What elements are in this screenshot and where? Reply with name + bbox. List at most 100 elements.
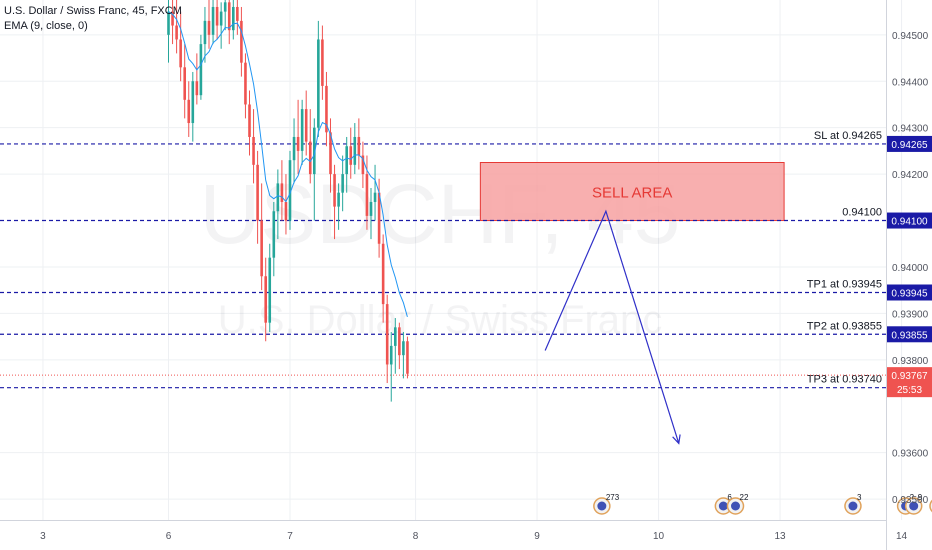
x-tick-label: 6 <box>166 531 172 542</box>
candle-body <box>191 81 195 124</box>
candle-body <box>187 99 191 124</box>
candle-body <box>345 146 348 175</box>
candle-body <box>219 11 223 26</box>
candle-body <box>321 39 324 86</box>
ema-path <box>168 11 408 318</box>
level-badge-value: 0.93945 <box>891 289 928 300</box>
candle-body <box>244 62 247 105</box>
candle-body <box>369 201 373 216</box>
ema-indicator-label[interactable]: EMA (9, close, 0) <box>4 20 88 32</box>
last-price-value: 0.93767 <box>891 371 928 382</box>
candle-body <box>406 341 409 374</box>
y-tick-label: 0.93800 <box>892 356 929 367</box>
grid <box>0 0 903 520</box>
candle-body <box>398 327 401 356</box>
candle-body <box>175 25 178 40</box>
candle-body <box>252 136 255 165</box>
candle-body <box>329 132 332 175</box>
sell-area-zone[interactable]: SELL AREA <box>479 162 785 222</box>
candle-body <box>365 174 369 216</box>
level-badge-value: 0.94100 <box>891 217 928 228</box>
x-tick-label: 7 <box>287 531 293 542</box>
candle-body <box>248 104 251 137</box>
candle-body <box>353 136 357 165</box>
candle-body <box>183 67 186 100</box>
candle-body <box>207 20 211 35</box>
x-tick-label: 3 <box>40 531 46 542</box>
event-count: 6 <box>727 493 732 502</box>
level-badge <box>887 326 932 343</box>
forecast-arrow[interactable] <box>544 209 681 445</box>
candle-body <box>373 192 377 202</box>
sell-area-box <box>479 162 785 222</box>
event-icon-flag <box>597 501 607 511</box>
y-tick-label: 0.93500 <box>892 495 929 506</box>
candle-body <box>232 6 235 31</box>
candle-body <box>179 39 182 68</box>
level-badge-value: 0.94265 <box>891 140 928 151</box>
y-tick-label: 0.94400 <box>892 77 929 88</box>
candle-body <box>223 2 227 12</box>
candle-body <box>199 44 203 96</box>
candle-body <box>325 85 328 133</box>
y-tick-label: 0.93600 <box>892 449 929 460</box>
candle-body <box>349 146 353 165</box>
candle-body <box>337 192 340 207</box>
watermark-name: U.S. Dollar / Swiss Franc <box>218 298 663 342</box>
ema-line <box>168 11 408 318</box>
event-icon-flag <box>718 501 728 511</box>
level-label: SL at 0.94265 <box>814 130 882 142</box>
event-icon-flag <box>909 501 919 511</box>
candle-body <box>215 6 219 26</box>
candle-body <box>276 183 280 212</box>
candle-body <box>304 109 308 142</box>
forecast-arrowhead <box>672 434 681 445</box>
countdown-timer: 25:53 <box>897 385 922 396</box>
candle-body <box>256 164 259 221</box>
candle-body <box>260 220 263 277</box>
candle-body <box>171 11 174 26</box>
candle-body <box>361 155 365 175</box>
event-count: 22 <box>740 493 749 502</box>
candle-body <box>313 127 316 175</box>
event-count: 273 <box>606 493 620 502</box>
y-tick-label: 0.94200 <box>892 170 929 181</box>
candle-body <box>357 136 361 156</box>
y-tick-label: 0.94300 <box>892 124 929 135</box>
candle-body <box>264 276 267 323</box>
price-levels: SL at 0.94265 0.94265 0.94100 0.94100 TP1 at… <box>0 130 932 398</box>
candle-body <box>195 81 199 96</box>
level-label: TP3 at 0.93740 <box>807 374 882 386</box>
candle-body <box>394 327 397 346</box>
sell-area-label: SELL AREA <box>592 185 672 202</box>
candle-body <box>317 39 320 128</box>
x-tick-label: 8 <box>413 531 419 542</box>
event-count: 9 <box>918 493 923 502</box>
candle-body <box>377 192 381 244</box>
candle-body <box>268 257 272 323</box>
candle-body <box>381 243 385 305</box>
candle-body <box>333 174 336 207</box>
level-badge <box>887 284 932 301</box>
y-tick-label: 0.93900 <box>892 309 929 320</box>
event-count: 3 <box>857 493 862 502</box>
candle-body <box>284 201 288 221</box>
level-label: TP2 at 0.93855 <box>807 320 882 332</box>
x-tick-label: 9 <box>534 531 540 542</box>
candle-body <box>272 211 276 258</box>
level-label: 0.94100 <box>842 207 882 219</box>
event-icon-flag <box>848 501 858 511</box>
x-tick-label: 14 <box>896 531 908 542</box>
y-tick-label: 0.94000 <box>892 263 929 274</box>
candle-body <box>402 341 405 356</box>
candle-body <box>203 20 207 45</box>
candle-body <box>300 109 304 151</box>
level-badge <box>887 212 932 229</box>
candle-body <box>167 11 170 35</box>
symbol-title[interactable]: U.S. Dollar / Swiss Franc, 45, FXCM <box>4 5 182 17</box>
level-badge <box>887 135 932 152</box>
last-price-badge <box>887 367 932 398</box>
y-tick-label: 0.94500 <box>892 31 929 42</box>
